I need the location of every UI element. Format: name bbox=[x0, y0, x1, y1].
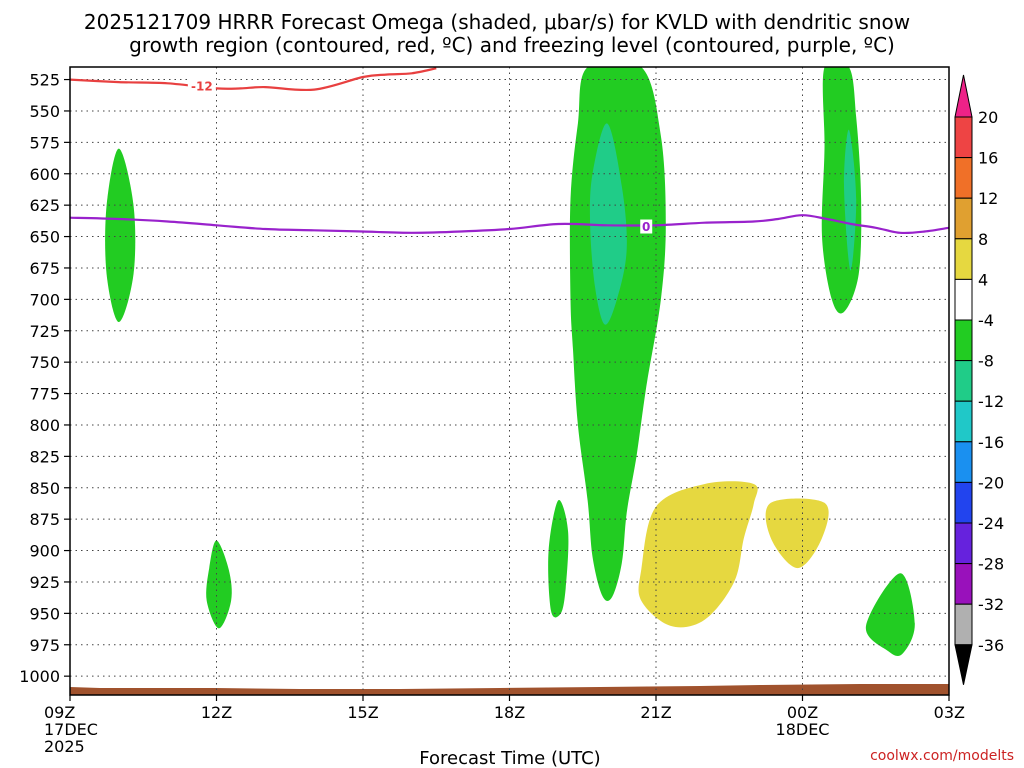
y-tick-label-800: 800 bbox=[29, 416, 60, 435]
x-tick-label-15z-1: 15Z bbox=[347, 703, 378, 722]
colorbar-swatch-3 bbox=[954, 197, 973, 240]
title-line-1: 2025121709 HRRR Forecast Omega (shaded, … bbox=[84, 10, 910, 34]
colorbar-swatch-12 bbox=[954, 563, 973, 605]
shaded-region-5 bbox=[843, 129, 857, 271]
y-tick-label-875: 875 bbox=[29, 510, 60, 529]
colorbar-swatch-10 bbox=[954, 481, 973, 524]
colorbar-label-5: 4 bbox=[978, 270, 988, 289]
x-tick-label-21z-1: 21Z bbox=[640, 703, 671, 722]
colorbar-label-7: -8 bbox=[978, 352, 994, 371]
colorbar-swatch-9 bbox=[954, 441, 973, 483]
grid-lines bbox=[70, 67, 949, 695]
contour-line-2 bbox=[70, 214, 949, 235]
colorbar-label-2: 16 bbox=[978, 149, 998, 168]
shaded-region-10 bbox=[765, 498, 829, 569]
contour-lines: -12 0 bbox=[70, 67, 949, 235]
y-tick-label-950: 950 bbox=[29, 604, 60, 623]
y-tick-label-625: 625 bbox=[29, 196, 60, 215]
colorbar-swatch-7 bbox=[954, 360, 973, 402]
shaded-region-1 bbox=[105, 148, 136, 322]
colorbar-swatch-13 bbox=[954, 603, 973, 646]
y-tick-label-975: 975 bbox=[29, 636, 60, 655]
colorbar-swatch-4 bbox=[954, 238, 973, 280]
colorbar-bottom-triangle bbox=[954, 644, 973, 685]
x-tick-label-09z-1: 09Z bbox=[44, 703, 75, 722]
shaded-region-9 bbox=[638, 481, 758, 628]
colorbar-swatch-11 bbox=[954, 522, 973, 565]
credit-text: coolwx.com/modelts bbox=[870, 748, 1014, 764]
colorbar-label-13: -32 bbox=[978, 595, 1004, 614]
y-tick-label-650: 650 bbox=[29, 228, 60, 247]
shaded-region-7 bbox=[548, 499, 569, 618]
y-tick-label-775: 775 bbox=[29, 385, 60, 404]
title-line-2: growth region (contoured, red, ºC) and f… bbox=[129, 33, 895, 57]
shaded-region-8 bbox=[865, 573, 915, 657]
colorbar-label-11: -24 bbox=[978, 514, 1004, 533]
y-tick-label-925: 925 bbox=[29, 573, 60, 592]
x-tick-label-18z-1: 18Z bbox=[494, 703, 525, 722]
colorbar-label-14: -36 bbox=[978, 636, 1004, 655]
y-tick-label-700: 700 bbox=[29, 290, 60, 309]
shaded-region-6 bbox=[206, 540, 232, 629]
colorbar-label-6: -4 bbox=[978, 311, 994, 330]
omega-shaded-regions bbox=[105, 67, 915, 657]
y-tick-label-725: 725 bbox=[29, 322, 60, 341]
y-axis-ticks: 525 550 575 600 625 650 675 700 725 750 775 800 825 8… bbox=[19, 71, 70, 686]
y-tick-label-825: 825 bbox=[29, 447, 60, 466]
colorbar-label-3: 12 bbox=[978, 189, 998, 208]
colorbar-swatch-6 bbox=[954, 319, 973, 362]
contour-line-1 bbox=[70, 67, 437, 92]
colorbar-swatch-5 bbox=[954, 278, 973, 321]
x-axis-label: Forecast Time (UTC) bbox=[419, 748, 600, 768]
y-tick-label-1000: 1000 bbox=[19, 667, 60, 686]
colorbar-label-9: -16 bbox=[978, 433, 1004, 452]
colorbar-label-4: 8 bbox=[978, 230, 988, 249]
x-tick-label-00z-1: 00Z bbox=[787, 703, 818, 722]
y-tick-label-575: 575 bbox=[29, 133, 60, 152]
contour-label-1: -12 bbox=[191, 79, 213, 93]
y-tick-label-600: 600 bbox=[29, 165, 60, 184]
y-tick-label-525: 525 bbox=[29, 71, 60, 90]
y-tick-label-550: 550 bbox=[29, 102, 60, 121]
chart-title: 2025121709 HRRR Forecast Omega (shaded, … bbox=[84, 10, 910, 57]
colorbar-label-1: 20 bbox=[978, 108, 998, 127]
y-tick-label-750: 750 bbox=[29, 353, 60, 372]
contour-label-bg-2 bbox=[640, 219, 653, 234]
colorbar-swatch-2 bbox=[954, 157, 973, 199]
y-tick-label-675: 675 bbox=[29, 259, 60, 278]
colorbar-label-8: -12 bbox=[978, 392, 1004, 411]
colorbar-swatch-1 bbox=[954, 116, 973, 159]
x-tick-label-09z-3: 2025 bbox=[44, 737, 85, 756]
y-tick-label-900: 900 bbox=[29, 542, 60, 561]
colorbar: 20 16 12 8 4 -4 -8 -12 -16 -20 -24 -28 -32 -36 bbox=[954, 74, 1004, 685]
x-tick-label-03z-1: 03Z bbox=[934, 703, 965, 722]
colorbar-top-triangle bbox=[954, 74, 973, 118]
colorbar-swatch-8 bbox=[954, 400, 973, 443]
x-tick-label-09z-2: 17DEC bbox=[44, 720, 98, 739]
colorbar-label-12: -28 bbox=[978, 555, 1004, 574]
contour-label-2: 0 bbox=[642, 220, 650, 234]
x-tick-label-00z-2: 18DEC bbox=[776, 720, 830, 739]
colorbar-label-10: -20 bbox=[978, 473, 1004, 492]
x-tick-label-12z-1: 12Z bbox=[201, 703, 232, 722]
y-tick-label-850: 850 bbox=[29, 479, 60, 498]
contour-label-bg-1 bbox=[187, 78, 216, 93]
